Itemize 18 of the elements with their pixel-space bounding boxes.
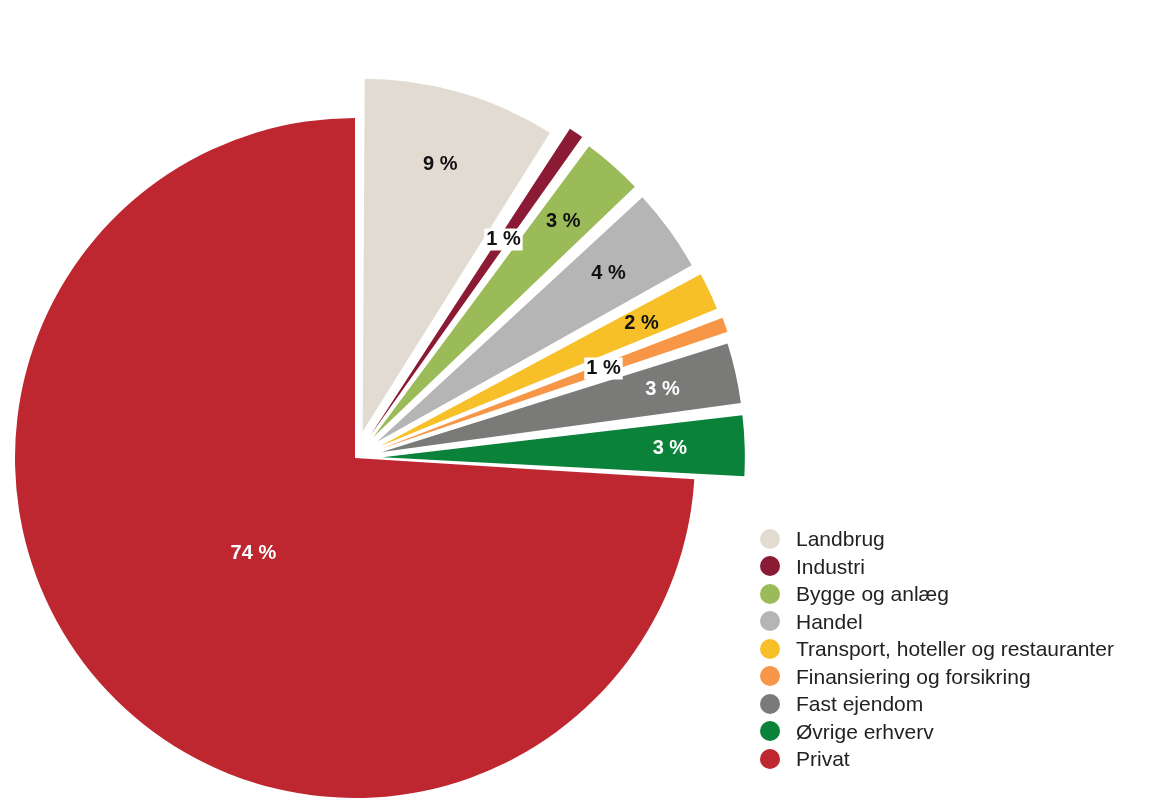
data-label: 9 % [422, 152, 458, 175]
legend-label: Industri [796, 553, 865, 580]
data-label: 2 % [624, 310, 660, 333]
legend-label: Finansiering og forsikring [796, 663, 1031, 690]
data-label: 1 % [586, 356, 621, 379]
legend-label: Fast ejendom [796, 691, 924, 717]
data-label: 74 % [230, 540, 277, 563]
legend-label: Landbrug [796, 526, 885, 552]
data-label: 3 % [645, 376, 680, 399]
legend-label: Privat [796, 746, 850, 772]
data-label: 4 % [591, 261, 626, 284]
data-label: 3 % [546, 209, 581, 232]
legend-label: Transport, hoteller og restauranter [796, 636, 1114, 662]
data-label: 1 % [486, 227, 521, 250]
data-label: 3 % [652, 435, 688, 458]
legend-label: Øvrige erhverv [796, 718, 934, 745]
legend-label: Handel [796, 608, 863, 635]
legend-label: Bygge og anlæg [796, 581, 949, 607]
